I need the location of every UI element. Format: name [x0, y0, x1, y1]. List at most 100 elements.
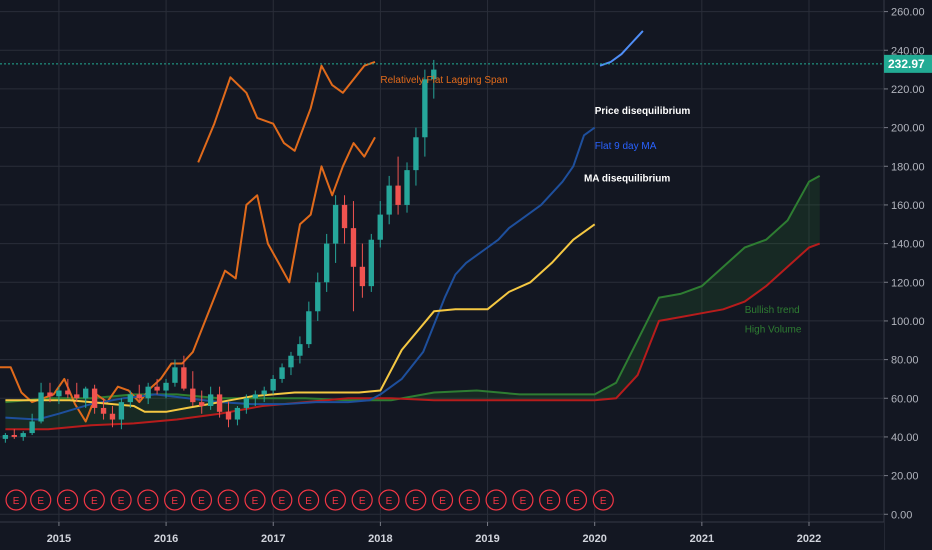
candle-body — [181, 367, 187, 389]
earnings-marker[interactable]: E — [565, 489, 588, 511]
earnings-marker-label: E — [573, 496, 580, 507]
candle-body — [199, 402, 205, 406]
candle-body — [422, 79, 428, 138]
candle-body — [127, 394, 133, 403]
earnings-marker-circle — [512, 489, 534, 511]
candle — [261, 386, 267, 403]
candle — [65, 378, 71, 399]
candle-body — [359, 266, 366, 287]
time-axis[interactable]: 2015 2016 2017 2018 2019 2020 2021 2022 — [0, 521, 884, 550]
lagging-span-line — [0, 136, 376, 423]
moving-average-line — [5, 126, 596, 421]
earnings-marker[interactable]: E — [405, 489, 427, 511]
cloud-leading-span-b — [5, 242, 821, 431]
candle — [368, 233, 374, 292]
earnings-marker[interactable]: E — [217, 489, 239, 511]
candle — [29, 413, 35, 435]
earnings-marker-label: E — [466, 496, 473, 507]
candle-body — [261, 390, 267, 395]
price-tick-label: 240.00 — [891, 45, 925, 57]
earnings-marker[interactable]: E — [512, 489, 534, 511]
earnings-marker[interactable]: E — [458, 489, 480, 511]
price-axis[interactable]: 0.00 20.00 40.00 60.00 80.00 100.00 120.00 140.… — [883, 0, 932, 550]
earnings-marker[interactable]: E — [137, 489, 159, 511]
candle-body — [270, 378, 276, 391]
price-tick-label: 80.00 — [891, 355, 919, 367]
earnings-marker-label: E — [64, 496, 71, 507]
earnings-marker[interactable]: E — [190, 489, 213, 511]
candle — [20, 431, 26, 441]
earnings-marker[interactable]: E — [110, 489, 132, 511]
candle — [315, 272, 321, 321]
earnings-marker[interactable]: E — [5, 489, 27, 511]
earnings-marker[interactable]: E — [351, 489, 373, 511]
last-price-label-background — [884, 54, 932, 73]
earnings-marker-circle — [110, 489, 132, 511]
earnings-marker[interactable]: E — [592, 489, 614, 511]
candle-body — [2, 435, 9, 439]
price-tick-label: 160.00 — [891, 200, 925, 212]
earnings-marker-circle — [190, 489, 213, 511]
candle-body — [431, 69, 437, 80]
candle — [11, 429, 17, 439]
candle-body — [413, 137, 419, 171]
candle-body — [234, 407, 241, 420]
candle — [341, 195, 348, 244]
earnings-marker[interactable]: E — [244, 489, 266, 511]
earnings-marker-circle — [378, 489, 400, 511]
price-tick-label: 220.00 — [891, 84, 925, 96]
annotation-text: Relatively Flat Lagging Span — [380, 75, 507, 86]
earnings-marker[interactable]: E — [83, 489, 105, 511]
earnings-marker[interactable]: E — [56, 489, 79, 511]
candle — [252, 390, 258, 406]
candle-body — [288, 355, 294, 368]
candle-body — [109, 413, 116, 420]
earnings-marker-circle — [137, 489, 159, 511]
earnings-marker-circle — [405, 489, 427, 511]
candle-body — [74, 394, 80, 399]
earnings-marker[interactable]: E — [378, 489, 400, 511]
annotation-text: Flat 9 day MA — [595, 141, 657, 152]
earnings-marker-label: E — [600, 496, 607, 507]
price-tick-label: 200.00 — [891, 123, 925, 135]
time-tick-label: 2016 — [154, 533, 178, 545]
earnings-marker[interactable]: E — [539, 489, 561, 511]
earnings-marker[interactable]: E — [485, 489, 507, 511]
candle — [172, 359, 178, 387]
grid-lines — [0, 0, 884, 522]
earnings-marker[interactable]: E — [271, 489, 293, 511]
candle-body — [243, 398, 250, 408]
candle — [145, 382, 151, 405]
candle — [38, 382, 44, 424]
earnings-marker-circle — [458, 489, 480, 511]
candle-body — [386, 185, 392, 215]
time-tick-label: 2018 — [368, 533, 392, 545]
earnings-marker[interactable]: E — [324, 489, 346, 511]
candle-body — [163, 382, 169, 391]
earnings-marker-circle — [5, 489, 27, 511]
candle-body — [172, 367, 178, 383]
earnings-marker-circle — [565, 489, 588, 511]
candle — [118, 398, 125, 430]
earnings-marker[interactable]: E — [431, 489, 454, 511]
earnings-marker[interactable]: E — [164, 489, 186, 511]
time-tick-label: 2019 — [475, 533, 499, 545]
candle-body — [252, 394, 258, 399]
earnings-marker-label: E — [13, 496, 20, 507]
candle-body — [65, 390, 71, 395]
candle — [279, 363, 285, 383]
candle — [359, 243, 366, 298]
projection-line — [599, 30, 644, 67]
earnings-marker[interactable]: E — [297, 489, 320, 511]
candle — [306, 301, 312, 348]
candle — [154, 378, 160, 395]
candle-body — [118, 402, 125, 420]
candlestick-series — [2, 59, 437, 443]
candle — [395, 156, 401, 215]
candle-body — [324, 243, 330, 283]
earnings-marker[interactable]: E — [30, 489, 52, 511]
earnings-marker-label: E — [520, 496, 527, 507]
earnings-marker-circle — [244, 489, 266, 511]
